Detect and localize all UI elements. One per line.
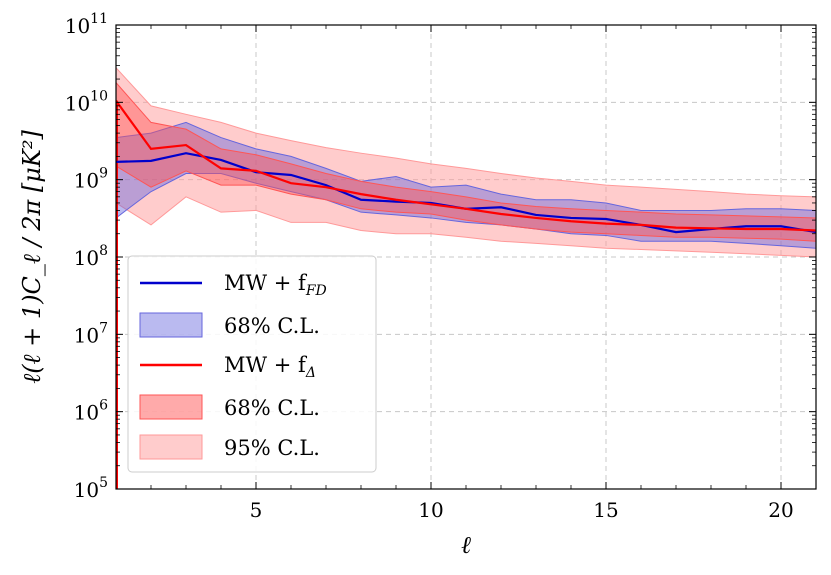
y-tick-exponent: 6	[99, 398, 108, 414]
y-tick-base: 10	[74, 323, 99, 347]
legend-label-mw-fdelta: MW + fΔ	[224, 353, 316, 381]
y-tick-exponent: 5	[99, 475, 108, 491]
y-tick-base: 10	[74, 169, 99, 193]
x-tick-label: 20	[768, 498, 793, 522]
legend: MW + fFD 68% C.L. MW + fΔ 68% C.L. 95% C…	[127, 255, 377, 473]
axis-ticks	[115, 24, 817, 490]
series-lines	[116, 100, 816, 489]
y-tick-base: 10	[74, 478, 99, 502]
y-tick-base: 10	[74, 401, 99, 425]
y-tick-label: 107	[74, 320, 108, 347]
legend-swatch-blue-68	[139, 312, 203, 338]
y-tick-exponent: 8	[99, 243, 108, 259]
y-tick-exponent: 10	[90, 88, 108, 104]
y-tick-label: 1011	[65, 11, 108, 38]
x-tick-labels: 5 10 15 20	[250, 498, 794, 522]
y-axis-label: ℓ(ℓ + 1)C_ℓ / 2π [μK²]	[18, 130, 46, 384]
x-tick-label: 5	[250, 498, 263, 522]
y-tick-exponent: 11	[90, 11, 108, 27]
legend-swatch-red-95	[139, 434, 203, 460]
series-line-mw-fdelta	[116, 100, 816, 232]
legend-label-mw-ffd: MW + fFD	[224, 271, 327, 299]
y-tick-base: 10	[65, 91, 90, 115]
y-tick-exponent: 9	[99, 166, 108, 182]
legend-label-red-68: 68% C.L.	[224, 396, 320, 420]
y-tick-label: 106	[74, 398, 108, 425]
legend-swatch-red-68	[139, 394, 203, 420]
y-tick-label: 108	[74, 243, 108, 270]
x-axis-label: ℓ	[461, 531, 471, 559]
band-red-95	[116, 67, 816, 258]
x-tick-label: 10	[418, 498, 443, 522]
y-tick-base: 10	[65, 14, 90, 38]
y-tick-label: 1010	[65, 88, 108, 115]
band-red-68	[116, 81, 816, 242]
legend-label-red-95: 95% C.L.	[224, 436, 320, 460]
legend-label-blue-68: 68% C.L.	[224, 314, 320, 338]
y-tick-base: 10	[74, 246, 99, 270]
y-tick-exponent: 7	[99, 320, 108, 336]
y-tick-label: 105	[74, 475, 108, 502]
y-tick-label: 109	[74, 166, 108, 193]
x-tick-label: 15	[593, 498, 618, 522]
